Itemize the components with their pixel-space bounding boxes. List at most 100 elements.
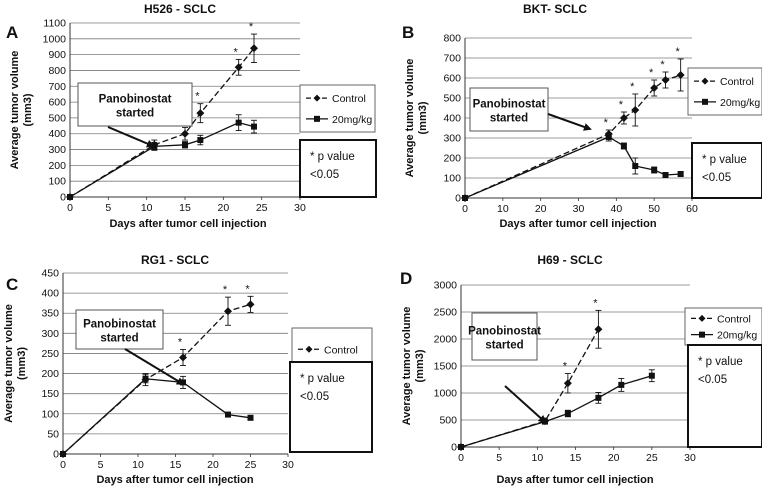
annotation-arrow bbox=[504, 385, 547, 424]
significance-star: * bbox=[630, 81, 635, 93]
y-axis-unit: (mm3) bbox=[414, 349, 426, 382]
annotation-arrow bbox=[124, 348, 185, 386]
x-tick-label: 20 bbox=[217, 202, 229, 214]
pvalue-text: * p value bbox=[702, 154, 747, 166]
legend-marker bbox=[699, 331, 705, 338]
data-point-square bbox=[247, 414, 254, 421]
legend-label: Control bbox=[324, 344, 358, 356]
panel-letter: B bbox=[402, 23, 414, 42]
panel-letter: C bbox=[6, 275, 18, 294]
x-tick-label: 10 bbox=[497, 203, 509, 215]
x-tick-label: 30 bbox=[282, 459, 294, 471]
y-tick-label: 350 bbox=[41, 308, 59, 320]
data-point-square bbox=[648, 372, 655, 379]
significance-star: * bbox=[178, 336, 183, 348]
significance-star: * bbox=[249, 21, 254, 33]
legend-marker bbox=[698, 314, 706, 322]
chart-title: H526 - SCLC bbox=[144, 2, 216, 16]
data-point-diamond bbox=[619, 114, 628, 122]
y-tick-label: 100 bbox=[443, 173, 461, 185]
data-point-square bbox=[662, 172, 669, 178]
x-tick-label: 10 bbox=[531, 452, 543, 464]
y-tick-label: 1000 bbox=[43, 33, 67, 45]
data-point-diamond bbox=[631, 106, 640, 114]
data-point-square bbox=[182, 141, 188, 148]
y-tick-label: 500 bbox=[48, 112, 66, 124]
y-tick-label: 200 bbox=[443, 153, 461, 165]
legend-box bbox=[684, 307, 762, 346]
pvalue-text: <0.05 bbox=[300, 391, 329, 403]
y-tick-label: 600 bbox=[48, 97, 66, 109]
y-tick-label: 0 bbox=[455, 193, 461, 205]
x-tick-label: 60 bbox=[686, 203, 698, 215]
y-tick-label: 2000 bbox=[434, 334, 458, 346]
y-tick-label: 1500 bbox=[434, 361, 458, 373]
significance-star: * bbox=[660, 59, 665, 71]
annotation-text: Panobinostat bbox=[468, 326, 541, 338]
data-point-square bbox=[142, 375, 149, 382]
chart-panel-b: B BKT- SCLC 0 100 200 300 400 500 600 700 800 0 10 20… bbox=[402, 2, 762, 230]
data-point-square bbox=[225, 411, 231, 418]
y-tick-label: 450 bbox=[41, 268, 59, 280]
y-tick-label: 50 bbox=[47, 428, 59, 440]
chart-panel-d: D H69 - SCLC 0 500 1000 1500 2000 2500 3000 0 5 10 1… bbox=[400, 253, 762, 486]
legend-box bbox=[687, 67, 762, 116]
annotation-arrow bbox=[107, 126, 155, 148]
annotation-text: started bbox=[116, 108, 154, 120]
y-axis-unit: (mm3) bbox=[16, 347, 28, 380]
x-tick-label: 50 bbox=[648, 203, 660, 215]
chart-title: RG1 - SCLC bbox=[141, 253, 209, 267]
legend-label: Control bbox=[717, 313, 751, 325]
y-tick-label: 400 bbox=[443, 113, 461, 125]
data-point-square bbox=[197, 137, 204, 144]
pvalue-text: * p value bbox=[310, 151, 355, 163]
y-tick-label: 3000 bbox=[434, 280, 458, 292]
data-point-square bbox=[462, 195, 468, 201]
legend-marker bbox=[702, 98, 708, 105]
series-line-control bbox=[460, 328, 599, 448]
series-line-treated bbox=[62, 378, 251, 455]
chart-title: H69 - SCLC bbox=[537, 253, 603, 267]
x-tick-label: 25 bbox=[245, 459, 257, 471]
annotation-text: Panobinostat bbox=[473, 99, 546, 111]
significance-star: * bbox=[676, 46, 681, 58]
y-tick-label: 100 bbox=[41, 408, 59, 420]
data-point-diamond bbox=[676, 71, 685, 79]
annotation-text: started bbox=[485, 340, 523, 352]
y-tick-label: 700 bbox=[443, 53, 461, 65]
legend-marker bbox=[305, 345, 313, 353]
significance-star: * bbox=[604, 117, 609, 129]
y-tick-label: 150 bbox=[41, 388, 59, 400]
significance-star: * bbox=[245, 283, 250, 295]
annotation-box bbox=[77, 82, 193, 127]
x-tick-label: 0 bbox=[60, 459, 66, 471]
significance-star: * bbox=[234, 46, 239, 58]
series-line-treated bbox=[464, 136, 681, 199]
data-point-diamond bbox=[594, 325, 603, 334]
data-point-diamond bbox=[661, 76, 670, 84]
x-tick-label: 0 bbox=[67, 202, 73, 214]
y-tick-label: 300 bbox=[48, 144, 66, 156]
annotation-box bbox=[469, 87, 549, 132]
data-point-diamond bbox=[224, 307, 232, 316]
x-tick-label: 5 bbox=[98, 459, 104, 471]
significance-star: * bbox=[593, 297, 598, 309]
x-tick-label: 40 bbox=[610, 203, 622, 215]
y-tick-label: 800 bbox=[443, 33, 461, 45]
data-point-square bbox=[632, 163, 639, 169]
y-tick-label: 200 bbox=[48, 160, 66, 172]
y-axis-label: Average tumor volume bbox=[401, 307, 413, 426]
x-tick-label: 0 bbox=[458, 452, 464, 464]
x-tick-label: 25 bbox=[646, 452, 658, 464]
x-tick-label: 20 bbox=[535, 203, 547, 215]
data-point-square bbox=[235, 119, 242, 126]
x-tick-label: 20 bbox=[608, 452, 620, 464]
y-tick-label: 400 bbox=[48, 128, 66, 140]
x-tick-label: 25 bbox=[256, 202, 268, 214]
legend-marker bbox=[314, 115, 320, 122]
y-tick-label: 1100 bbox=[43, 18, 66, 30]
legend-label: 20mg/kg bbox=[720, 97, 760, 109]
x-tick-label: 15 bbox=[179, 202, 191, 214]
y-tick-label: 300 bbox=[41, 328, 59, 340]
